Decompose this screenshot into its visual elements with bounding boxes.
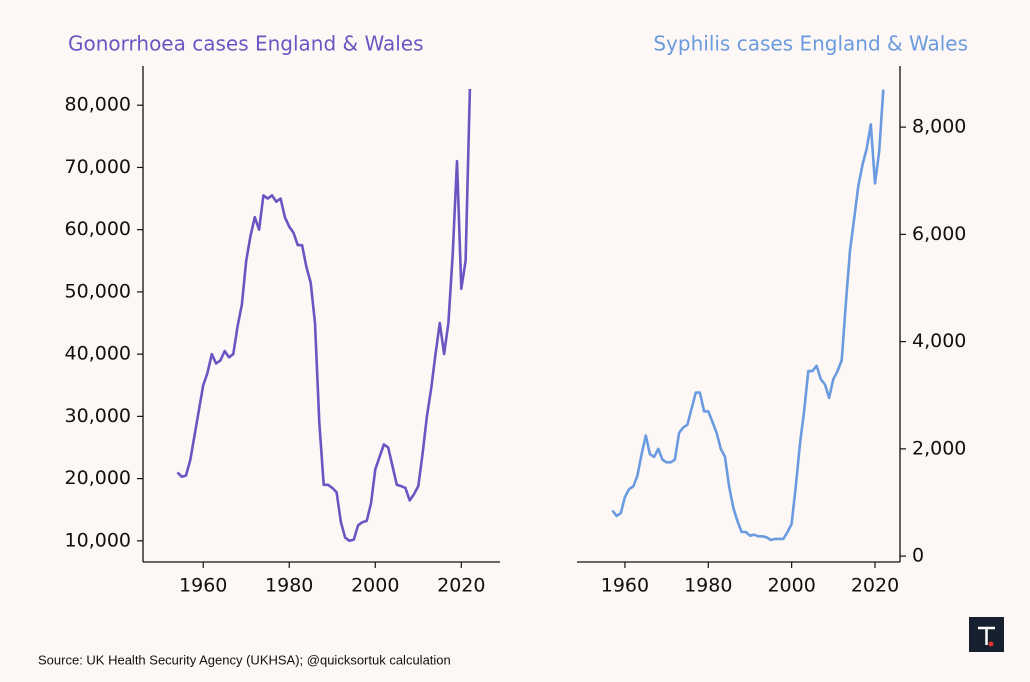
y-tick-label: 70,000 xyxy=(65,156,131,178)
logo-dot xyxy=(988,641,994,647)
y-tick-label: 0 xyxy=(912,545,924,567)
y-tick-label: 6,000 xyxy=(912,223,966,245)
x-tick-label: 2020 xyxy=(851,575,899,597)
chart-title: Gonorrhoea cases England & Wales xyxy=(68,32,424,56)
y-tick-label: 20,000 xyxy=(65,467,131,489)
y-tick-label: 10,000 xyxy=(65,529,131,551)
x-tick-label: 1960 xyxy=(179,575,227,597)
chart-title: Syphilis cases England & Wales xyxy=(653,32,968,56)
y-tick-label: 8,000 xyxy=(912,116,966,138)
x-tick-label: 2000 xyxy=(767,575,815,597)
y-tick-label: 4,000 xyxy=(912,330,966,352)
x-tick-label: 1980 xyxy=(684,575,732,597)
line-series xyxy=(611,89,885,542)
y-tick-label: 60,000 xyxy=(65,218,131,240)
logo xyxy=(969,617,1004,652)
x-tick-label: 1980 xyxy=(265,575,313,597)
y-tick-label: 80,000 xyxy=(65,94,131,116)
x-tick-label: 2020 xyxy=(437,575,485,597)
line-series xyxy=(176,88,472,543)
x-tick-label: 2000 xyxy=(351,575,399,597)
y-tick-label: 2,000 xyxy=(912,437,966,459)
y-tick-label: 30,000 xyxy=(65,405,131,427)
y-tick-label: 50,000 xyxy=(65,280,131,302)
y-tick-label: 40,000 xyxy=(65,343,131,365)
logo-glyph xyxy=(978,626,995,645)
x-tick-label: 1960 xyxy=(601,575,649,597)
source-note: Source: UK Health Security Agency (UKHSA… xyxy=(38,652,451,667)
